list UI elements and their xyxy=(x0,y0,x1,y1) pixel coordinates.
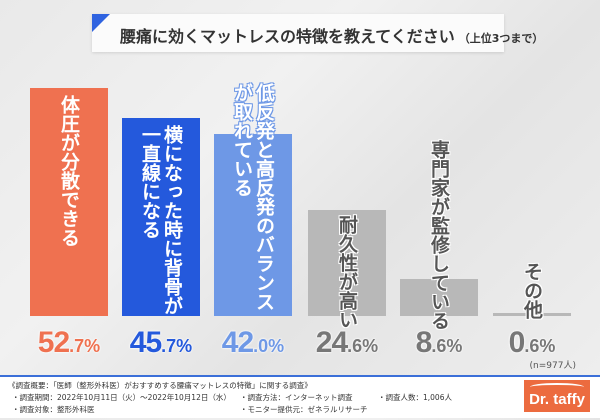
bar-6 xyxy=(493,313,571,316)
survey-period: ・調査期間：2022年10月11日（火）～2022年10月12日（水） xyxy=(12,393,231,402)
value-label-1: 52.7% xyxy=(37,326,101,359)
bar-3 xyxy=(214,134,292,316)
bar-label-4: 耐久性が高い xyxy=(336,215,358,329)
title-corner-accent xyxy=(92,14,110,32)
survey-provider: ・モニター提供元：ゼネラルリサーチ xyxy=(240,405,368,414)
bar-2 xyxy=(122,118,200,316)
footer: 《調査概要：「医師（整形外科医）がおすすめする腰痛マットレスの特徴」に関する調査… xyxy=(0,375,600,418)
bar-label-2: 横になった時に背骨が 一直線になる xyxy=(139,125,183,315)
dr-taffy-logo: Dr. taffy xyxy=(524,380,590,412)
value-label-3: 42.0% xyxy=(221,326,285,359)
bar-label-1: 体圧が分散できる xyxy=(58,95,80,247)
title-main: 腰痛に効くマットレスの特徴を教えてください xyxy=(120,27,455,46)
survey-method: ・調査方法：インターネット調査 xyxy=(240,393,353,402)
value-label-5: 8.6% xyxy=(415,326,463,359)
sample-size-note: (n=977人) xyxy=(529,361,576,371)
value-label-6: 0.6% xyxy=(508,326,556,359)
survey-overview: 《調査概要：「医師（整形外科医）がおすすめする腰痛マットレスの特徴」に関する調査… xyxy=(8,381,312,390)
bar-5 xyxy=(400,278,478,316)
logo-text: Dr. taffy xyxy=(529,391,585,408)
chart-title: 腰痛に効くマットレスの特徴を教えてください （上位3つまで） xyxy=(120,23,543,47)
bar-label-6: その他 xyxy=(521,262,543,319)
bar-1 xyxy=(30,88,108,316)
value-label-2: 45.7% xyxy=(129,326,193,359)
title-sub: （上位3つまで） xyxy=(458,32,544,45)
bar-label-3: 低反発と高反発のバランス が取れている xyxy=(231,83,275,311)
survey-count: ・調査人数：1,006人 xyxy=(378,393,452,402)
logo-wave-icon xyxy=(530,383,584,391)
value-label-4: 24.6% xyxy=(315,326,379,359)
survey-target: ・調査対象：整形外科医 xyxy=(12,405,95,414)
bar-4 xyxy=(308,209,386,316)
title-box: 腰痛に効くマットレスの特徴を教えてください （上位3つまで） xyxy=(92,14,543,52)
bar-label-5: 専門家が監修している xyxy=(428,140,450,330)
